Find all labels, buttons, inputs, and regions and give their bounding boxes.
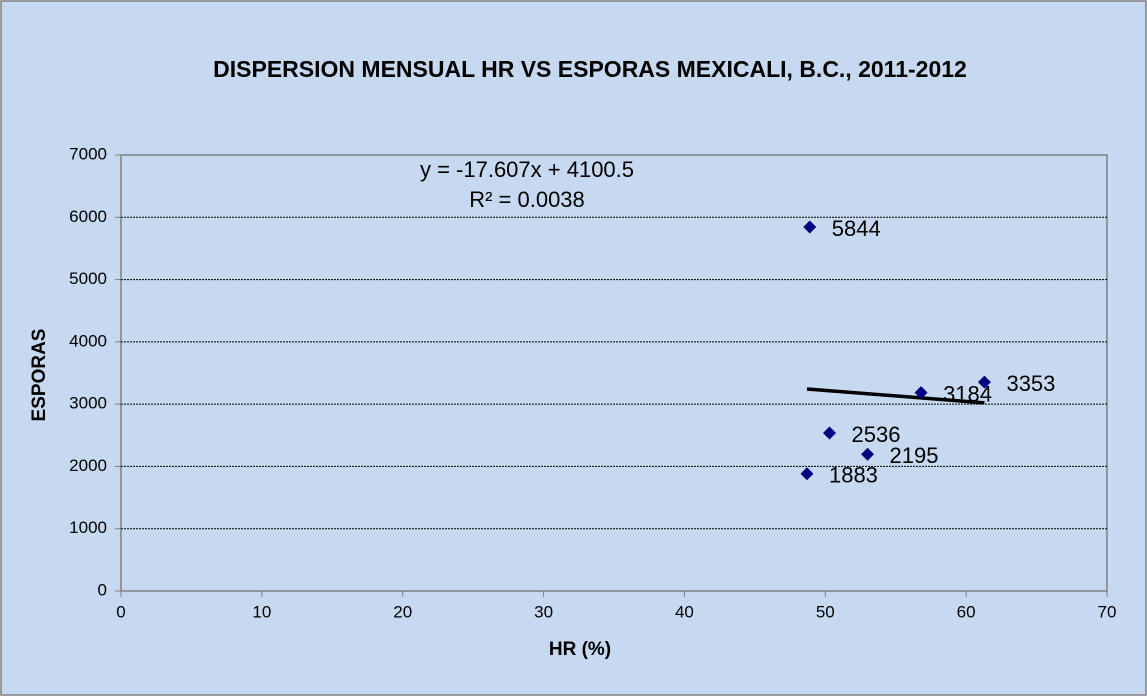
x-tick-label: 50 xyxy=(816,602,835,621)
x-tick-label: 20 xyxy=(393,602,412,621)
y-tick-label: 7000 xyxy=(69,144,107,163)
y-tick-label: 1000 xyxy=(69,518,107,537)
trendline-equation: y = -17.607x + 4100.5 xyxy=(420,157,634,182)
x-tick-label: 10 xyxy=(252,602,271,621)
data-point xyxy=(861,447,875,461)
data-point xyxy=(803,220,817,234)
data-point xyxy=(823,426,837,440)
x-tick-label: 30 xyxy=(534,602,553,621)
x-tick-label: 0 xyxy=(116,602,125,621)
data-point xyxy=(977,375,991,389)
y-axis-label: ESPORAS xyxy=(29,329,50,422)
data-label: 5844 xyxy=(832,216,881,241)
x-tick-label: 60 xyxy=(957,602,976,621)
y-tick-label: 3000 xyxy=(69,394,107,413)
x-tick-label: 70 xyxy=(1098,602,1117,621)
trendline-r2: R² = 0.0038 xyxy=(469,187,585,212)
data-point xyxy=(914,386,928,400)
data-point xyxy=(800,467,814,481)
plot-area xyxy=(120,154,1108,592)
data-label: 3353 xyxy=(1006,371,1055,396)
y-tick-label: 0 xyxy=(98,580,107,599)
data-label: 2195 xyxy=(890,443,939,468)
x-tick-label: 40 xyxy=(675,602,694,621)
data-label: 2536 xyxy=(852,422,901,447)
x-axis-label: HR (%) xyxy=(549,639,611,660)
y-tick-label: 4000 xyxy=(69,331,107,350)
y-tick-label: 6000 xyxy=(69,207,107,226)
y-tick-label: 2000 xyxy=(69,456,107,475)
chart-title: DISPERSION MENSUAL HR VS ESPORAS MEXICAL… xyxy=(213,56,967,82)
y-tick-label: 5000 xyxy=(69,269,107,288)
data-label: 1883 xyxy=(829,463,878,488)
trendline xyxy=(806,387,985,405)
